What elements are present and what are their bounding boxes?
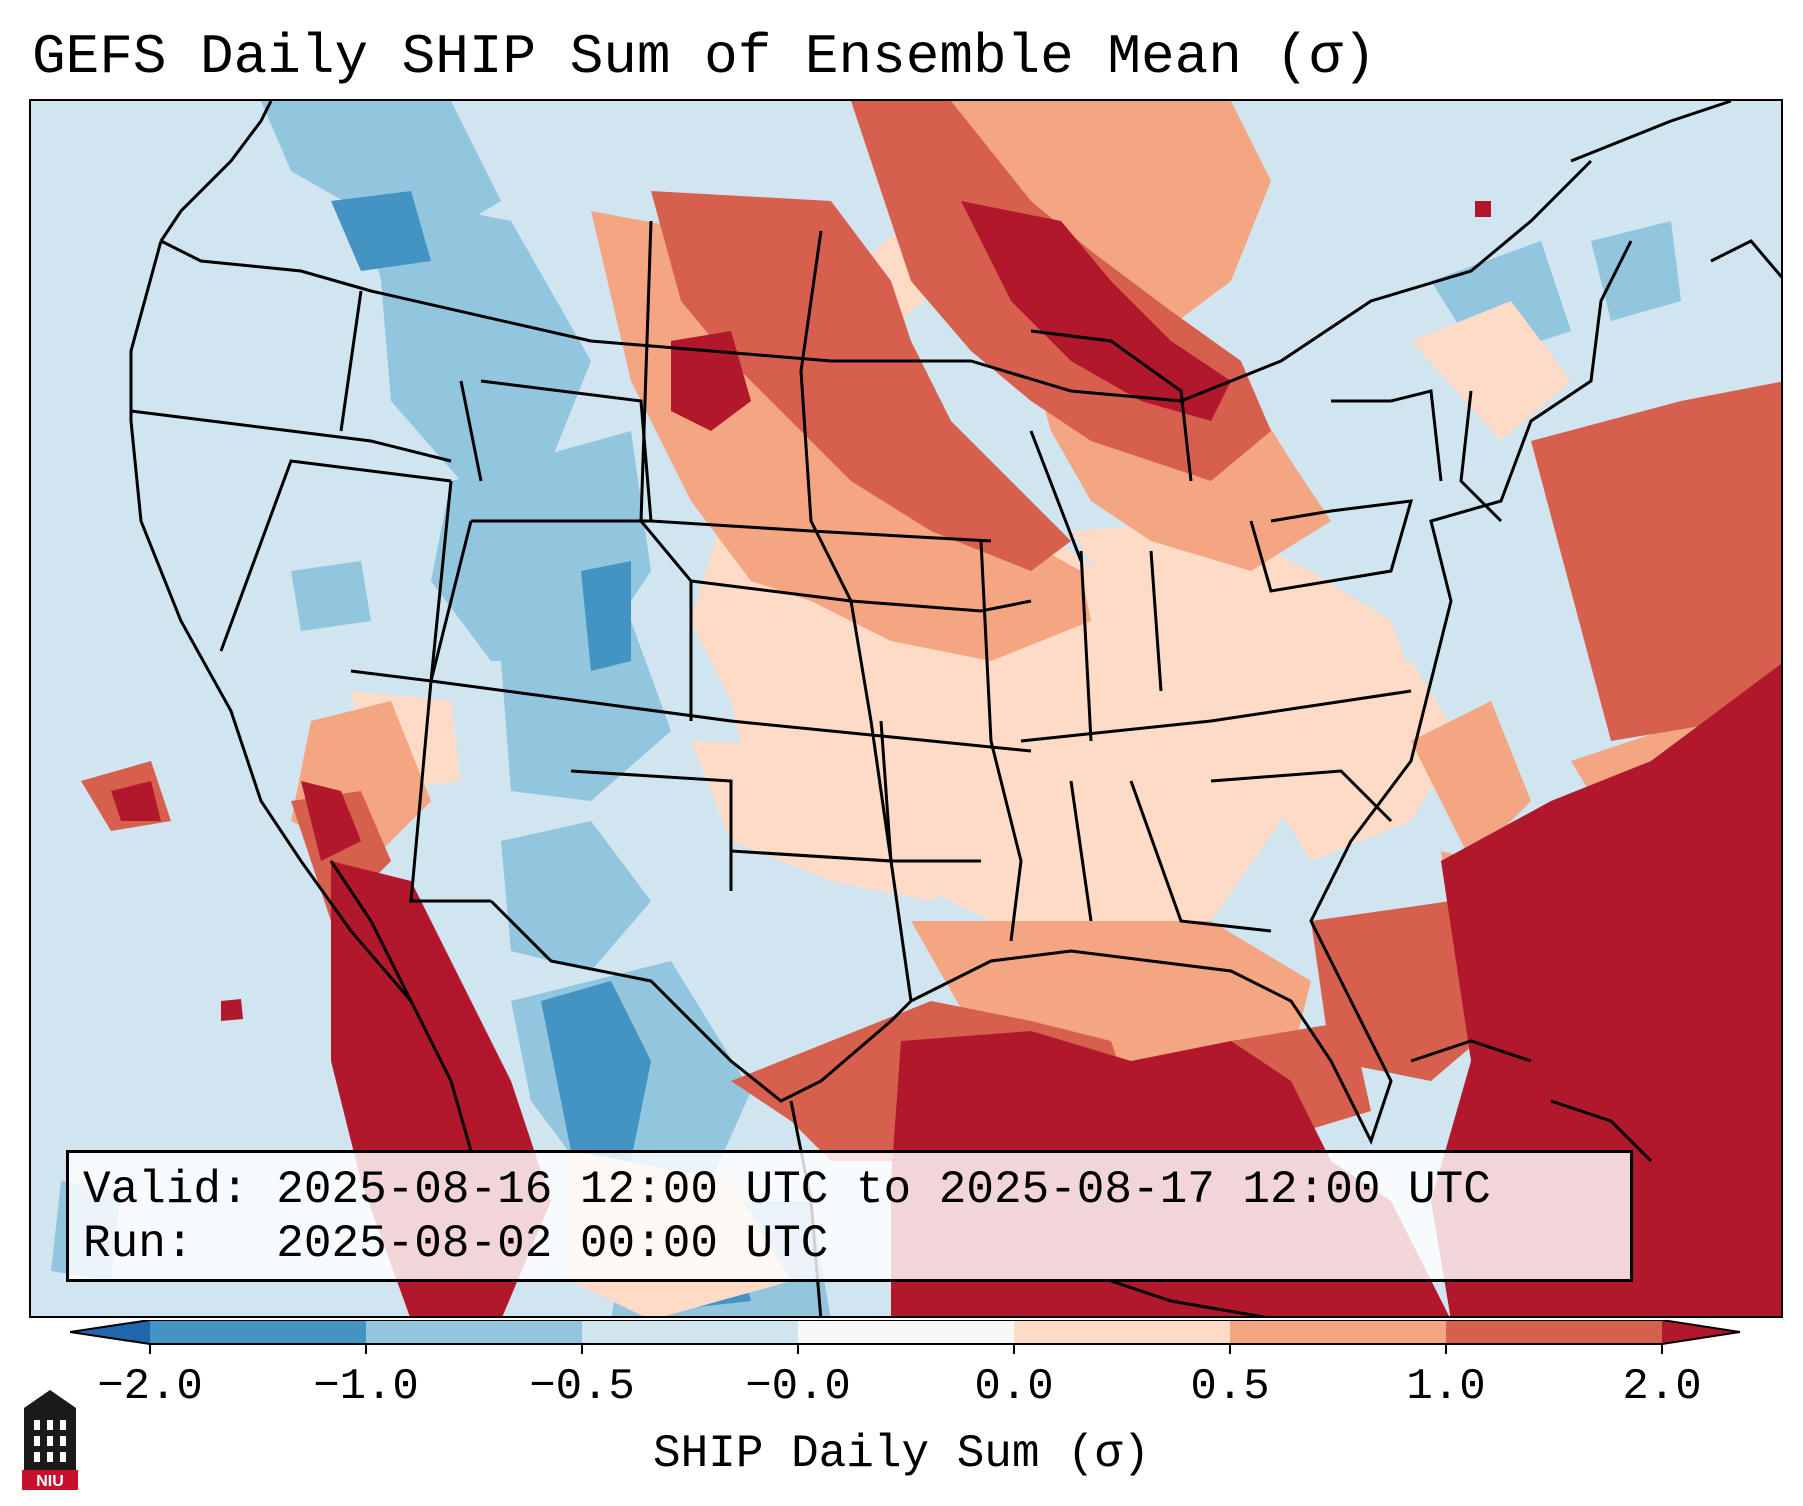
colorbar-segment [1230,1320,1446,1344]
colorbar-tick-label: 0.0 [974,1362,1054,1412]
niu-logo: NIU [22,1390,78,1490]
colorbar-tick-label: −0.5 [529,1362,635,1412]
validity-info-box: Valid: 2025-08-16 12:00 UTC to 2025-08-1… [66,1150,1633,1282]
colorbar-tick-label: 1.0 [1406,1362,1486,1412]
colorbar-segment [582,1320,798,1344]
run-time: 2025-08-02 00:00 UTC [276,1218,829,1270]
colorbar-segment [1446,1320,1662,1344]
colorbar-tick-label: 0.5 [1190,1362,1270,1412]
state-boundaries [129,101,1781,1316]
colorbar-tick-label: −1.0 [313,1362,419,1412]
map-panel [29,99,1783,1318]
colorbar-ticks [149,1344,1663,1354]
colorbar-label: SHIP Daily Sum (σ) [653,1428,1150,1480]
colorbar-segment [798,1320,1014,1344]
logo-text: NIU [36,1473,64,1490]
colorbar-extend-low [70,1320,150,1344]
colorbar-tick-label: −2.0 [97,1362,203,1412]
colorbar-outline [70,1320,1740,1345]
colorbar-segment [366,1320,582,1344]
colorbar-tick-label: −0.0 [745,1362,851,1412]
anomaly-map [31,101,1781,1316]
colorbar [70,1320,1740,1354]
map-title: GEFS Daily SHIP Sum of Ensemble Mean (σ) [32,25,1377,89]
colorbar-segment [150,1320,366,1344]
valid-label: Valid: [83,1164,249,1216]
colorbar-tick-label: 2.0 [1622,1362,1702,1412]
colorbar-extend-high [1662,1320,1740,1344]
valid-time-range: 2025-08-16 12:00 UTC to 2025-08-17 12:00… [276,1164,1491,1216]
run-label: Run: [83,1218,194,1270]
colorbar-segment [1014,1320,1230,1344]
